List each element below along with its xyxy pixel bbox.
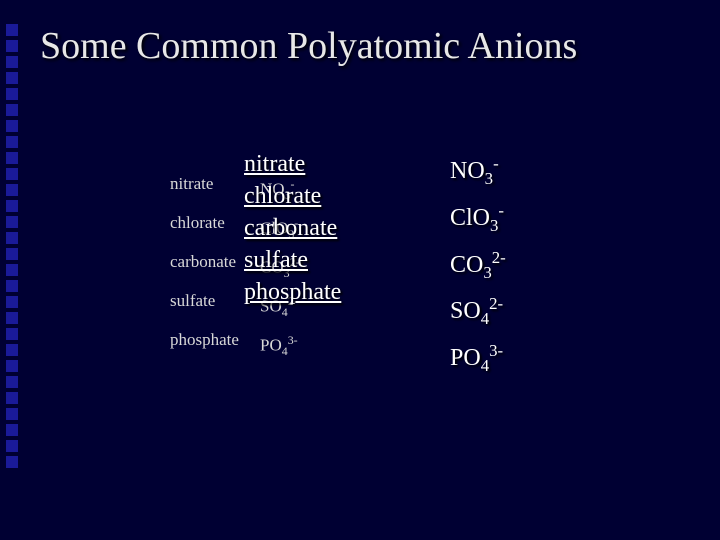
formula-column: NO3-ClO3-CO32-SO42-PO43- [450, 148, 506, 382]
front-name: nitrate [244, 151, 305, 177]
front-name: sulfate [244, 247, 308, 273]
decorative-squares [6, 24, 18, 472]
front-row: nitrate [244, 148, 341, 180]
slide-title: Some Common Polyatomic Anions [40, 24, 577, 68]
front-row: chlorate [244, 180, 341, 212]
front-row: sulfate [244, 244, 341, 276]
formula-row: SO42- [450, 288, 506, 335]
back-name: phosphate [170, 326, 260, 365]
formula-row: NO3- [450, 148, 506, 195]
front-name: phosphate [244, 279, 341, 305]
front-row: carbonate [244, 212, 341, 244]
formula-row: CO32- [450, 242, 506, 289]
back-formula: PO43- [260, 326, 298, 365]
front-row: phosphate [244, 276, 341, 308]
formula-row: ClO3- [450, 195, 506, 242]
front-name: carbonate [244, 215, 337, 241]
anion-list-front: nitrate chlorate carbonate sulfate phosphate [244, 148, 341, 308]
back-row: phosphatePO43- [170, 326, 299, 365]
formula-row: PO43- [450, 335, 506, 382]
front-name: chlorate [244, 183, 321, 209]
